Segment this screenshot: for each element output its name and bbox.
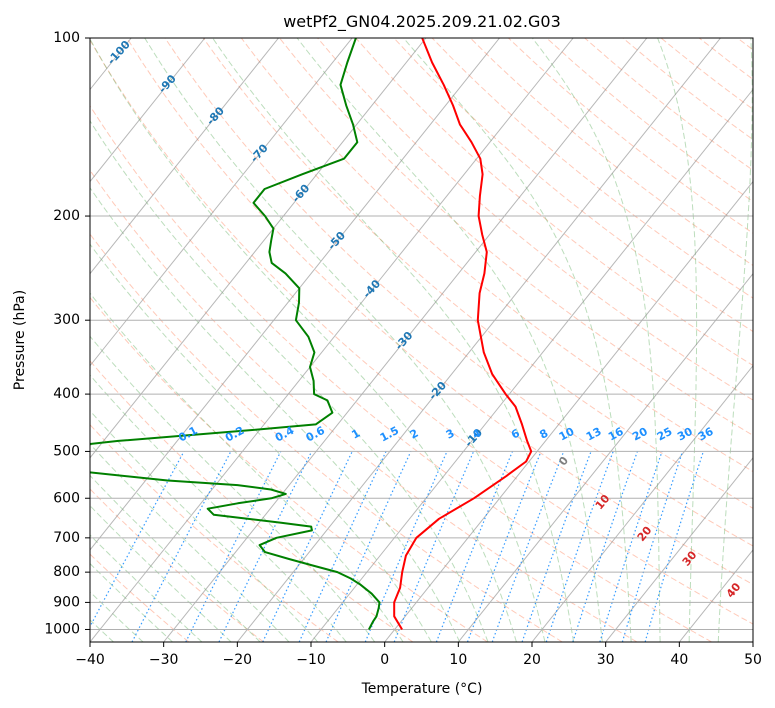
dry-adiabat	[279, 38, 753, 437]
mixing-ratio-label: 30	[675, 425, 695, 444]
x-tick-label: 20	[523, 652, 541, 668]
y-tick-label: 500	[53, 443, 80, 459]
moist-adiabat	[90, 474, 261, 642]
mixing-ratio-line	[599, 451, 663, 642]
profiles	[90, 38, 533, 631]
pressure-grid	[90, 38, 753, 630]
x-tick-label: 40	[670, 652, 688, 668]
mixing-ratio-line	[621, 451, 684, 642]
x-tick-label: −40	[75, 652, 105, 668]
mixing-ratio-label: 13	[584, 425, 604, 444]
moist-adiabat	[657, 38, 698, 642]
y-tick-label: 400	[53, 386, 80, 402]
isotherm	[236, 38, 721, 642]
y-tick-label: 300	[53, 312, 80, 328]
isotherm	[531, 364, 753, 642]
y-tick-label: 600	[53, 490, 80, 506]
isotherm	[90, 38, 206, 183]
moist-adiabat	[90, 38, 517, 642]
mixing-ratio-line	[393, 451, 475, 642]
dry-adiabat	[90, 553, 190, 642]
mixing-ratio-line	[325, 451, 412, 642]
mixing-ratio-line	[572, 451, 638, 642]
x-tick-label: 0	[380, 652, 389, 668]
isotherm	[90, 38, 427, 459]
mixing-ratio-label: 25	[655, 425, 675, 444]
x-tick-label: −10	[296, 652, 326, 668]
moist-adiabat	[90, 335, 376, 642]
moist-adiabat	[90, 443, 290, 642]
moist-adiabat	[403, 38, 632, 642]
mixing-ratio-label: 10	[557, 425, 577, 444]
mixing-ratio-label: 20	[630, 425, 650, 444]
plot-frame	[89, 37, 754, 643]
moist-adiabat	[90, 119, 489, 642]
dry-adiabat	[90, 296, 488, 642]
dry-adiabat	[202, 38, 753, 509]
moist-adiabat	[212, 38, 575, 642]
isotherm	[310, 88, 753, 642]
mixing-ratio-label: 36	[696, 425, 716, 444]
x-tick-label: 10	[449, 652, 467, 668]
moist-adiabat	[717, 38, 753, 642]
x-axis: −40 −30 −20 −10 0 10 20 30 40 50	[75, 642, 762, 668]
isotherm	[0, 38, 58, 642]
mixing-ratio-line	[185, 451, 282, 642]
mixing-ratio-line	[491, 451, 565, 642]
dewpoint-profile	[90, 38, 381, 630]
chart-title: wetPf2_GN04.2025.209.21.02.G03	[283, 12, 561, 32]
mixing-ratio-line	[545, 451, 614, 642]
moist-adiabat	[144, 38, 546, 642]
y-axis-title: Pressure (hPa)	[12, 290, 28, 390]
isotherm	[605, 457, 753, 642]
isotherm	[384, 180, 753, 642]
moist-adiabat	[90, 243, 432, 642]
x-tick-label: 30	[597, 652, 615, 668]
dry-adiabat	[126, 38, 753, 586]
moist-adiabat	[90, 374, 347, 642]
moist-adiabat	[531, 38, 661, 642]
isotherm	[752, 641, 753, 642]
temperature-profile	[393, 38, 533, 631]
dry-adiabat	[393, 38, 753, 333]
x-tick-label: −30	[149, 652, 179, 668]
mixing-ratio-line	[521, 451, 592, 642]
mixing-ratio-line	[644, 451, 704, 642]
moist-adiabat	[90, 186, 461, 642]
y-axis: 100 200 300 400 500 600 700 800 900 1000	[44, 30, 90, 637]
dry-adiabat	[90, 488, 264, 642]
y-tick-label: 100	[53, 30, 80, 46]
x-tick-label: −20	[223, 652, 253, 668]
x-tick-label: 50	[744, 652, 762, 668]
dry-adiabat	[90, 105, 712, 642]
y-tick-label: 200	[53, 208, 80, 224]
isotherm	[90, 38, 279, 275]
dry-adiabat	[317, 38, 753, 401]
isotherm	[163, 38, 648, 642]
isotherm	[90, 38, 353, 367]
mixing-ratio-line	[435, 451, 514, 642]
isotherm	[90, 38, 574, 642]
plot-background	[90, 38, 753, 642]
y-tick-label: 900	[53, 594, 80, 610]
dry-adiabat	[90, 39, 753, 625]
mixing-ratio-label: 16	[606, 425, 626, 444]
y-tick-label: 700	[53, 530, 80, 546]
x-axis-title: Temperature (°C)	[361, 681, 483, 697]
mixing-ratio-line	[466, 451, 542, 642]
background-lines	[0, 38, 753, 642]
isotherm	[457, 272, 753, 642]
dry-adiabat	[90, 169, 638, 642]
isotherm	[90, 38, 500, 551]
moist-adiabat	[90, 292, 404, 642]
y-tick-label: 1000	[44, 621, 80, 637]
moist-adiabat	[296, 38, 603, 642]
dry-adiabat	[90, 233, 563, 642]
mixing-ratio-line	[90, 451, 185, 628]
y-tick-label: 800	[53, 564, 80, 580]
moist-adiabat	[90, 410, 319, 642]
